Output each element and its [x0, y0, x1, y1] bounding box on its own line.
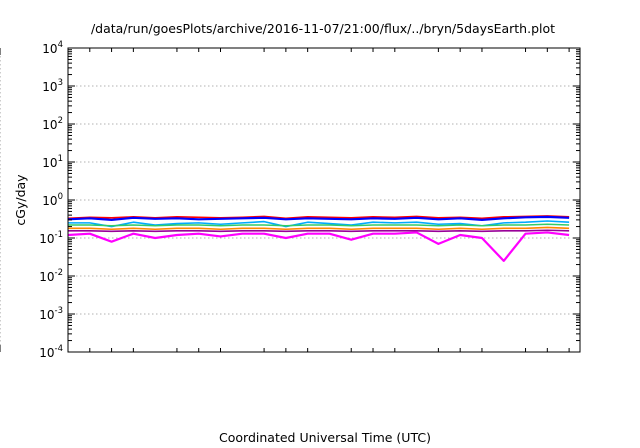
- y-axis-label: cGy/day: [13, 174, 28, 226]
- series-line-4: [68, 223, 570, 227]
- y-tick-label: 10-4: [39, 344, 63, 360]
- chart-title: /data/run/goesPlots/archive/2016-11-07/2…: [91, 21, 555, 36]
- grid: [0, 48, 580, 352]
- y-tick-label: 10-3: [39, 306, 63, 322]
- series-line-6: [68, 229, 570, 233]
- series-line-2: [67, 215, 570, 221]
- x-axis-label: Coordinated Universal Time (UTC): [219, 430, 431, 445]
- y-tick-label: 104: [42, 40, 63, 56]
- series-group: [67, 215, 570, 262]
- y-tick-label: 101: [42, 154, 63, 170]
- y-tick-label: 10-2: [39, 268, 63, 284]
- x-axis: 2016-11-22016-11-32016-11-42016-11-52016…: [0, 48, 570, 352]
- y-axis: 10-4 10-3 10-2 10-1 100 101 102 103 104: [39, 40, 580, 360]
- series-line-5: [68, 226, 570, 231]
- series-line-7: [67, 231, 570, 262]
- y-tick-label: 100: [42, 192, 63, 208]
- y-tick-label: 10-1: [39, 230, 63, 246]
- y-tick-label: 103: [42, 78, 63, 94]
- y-tick-label: 102: [42, 116, 63, 132]
